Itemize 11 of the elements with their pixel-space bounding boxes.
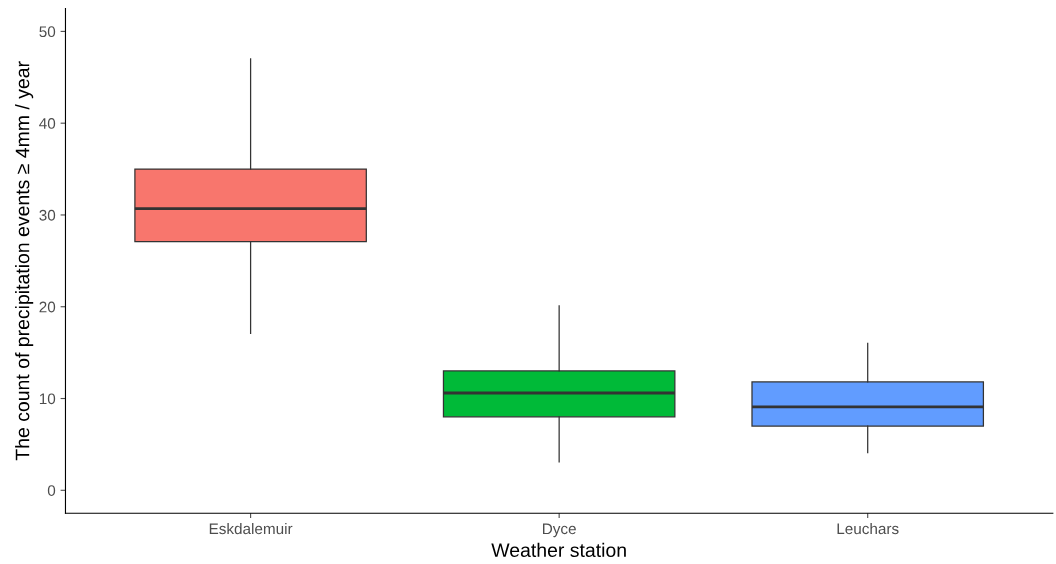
x-axis-title: Weather station: [491, 542, 626, 558]
y-tick-label: 30: [39, 209, 56, 221]
y-tick-label: 0: [47, 485, 56, 496]
y-tick-label: 10: [39, 393, 56, 405]
x-tick-label: Dyce: [543, 523, 576, 538]
y-axis-title: The count of precipitation events ≥ 4mm / year: [15, 61, 34, 461]
y-tick-label: 40: [39, 118, 56, 129]
y-tick-label: 50: [39, 26, 56, 38]
y-tick-label: 20: [39, 301, 56, 313]
x-tick-label: Eskdalemuir: [209, 522, 293, 535]
x-tick-label: Leuchars: [837, 522, 899, 535]
